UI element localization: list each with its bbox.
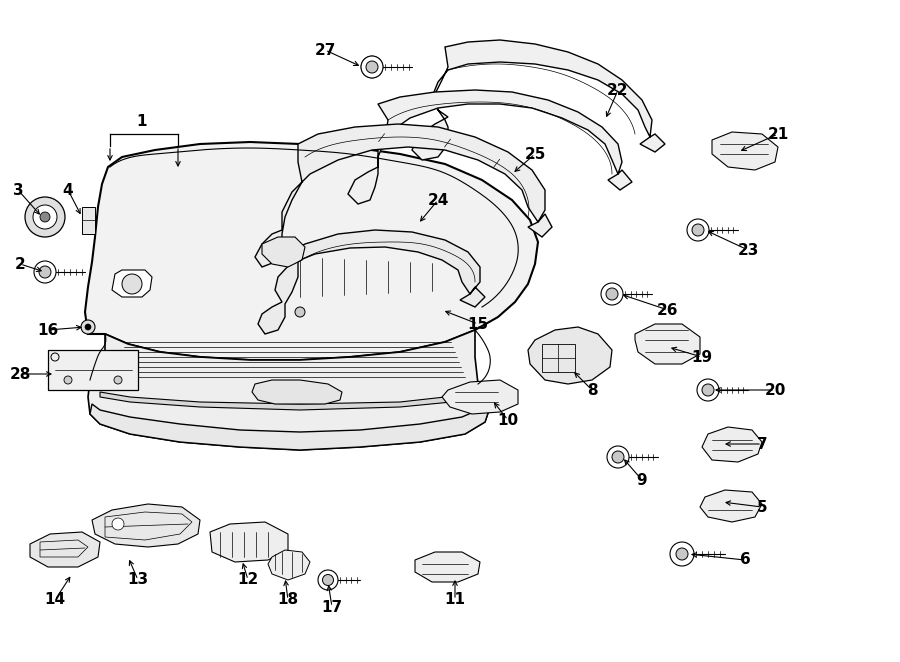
Text: 27: 27 <box>314 42 336 58</box>
Text: 28: 28 <box>9 367 31 381</box>
Text: 7: 7 <box>757 436 768 451</box>
Circle shape <box>361 56 382 78</box>
Text: 23: 23 <box>737 242 759 258</box>
Polygon shape <box>268 550 310 580</box>
Polygon shape <box>700 490 762 522</box>
Text: 17: 17 <box>321 600 343 614</box>
Polygon shape <box>412 40 665 160</box>
Text: 10: 10 <box>498 412 518 428</box>
Text: 3: 3 <box>13 183 23 197</box>
Circle shape <box>702 384 714 396</box>
Circle shape <box>601 283 623 305</box>
Polygon shape <box>88 330 490 450</box>
Polygon shape <box>48 350 138 390</box>
Text: 21: 21 <box>768 126 788 142</box>
Circle shape <box>606 288 618 300</box>
Polygon shape <box>92 504 200 547</box>
Circle shape <box>85 324 91 330</box>
Text: 2: 2 <box>14 256 25 271</box>
Text: 26: 26 <box>657 303 679 318</box>
Polygon shape <box>210 522 288 562</box>
Circle shape <box>612 451 624 463</box>
Text: 19: 19 <box>691 350 713 365</box>
Circle shape <box>122 274 142 294</box>
Polygon shape <box>30 532 100 567</box>
Circle shape <box>39 266 51 278</box>
Polygon shape <box>348 90 632 204</box>
Circle shape <box>322 575 334 585</box>
Polygon shape <box>100 390 488 410</box>
Text: 15: 15 <box>467 316 489 332</box>
Text: 25: 25 <box>525 146 545 162</box>
Text: 16: 16 <box>38 322 58 338</box>
Text: 11: 11 <box>445 592 465 608</box>
Polygon shape <box>528 327 612 384</box>
Circle shape <box>114 376 122 384</box>
Circle shape <box>676 548 688 560</box>
Circle shape <box>112 518 124 530</box>
Circle shape <box>25 197 65 237</box>
Text: 13: 13 <box>128 573 148 587</box>
Circle shape <box>295 307 305 317</box>
Text: 8: 8 <box>587 383 598 397</box>
Circle shape <box>318 570 338 590</box>
Circle shape <box>34 261 56 283</box>
Text: 6: 6 <box>740 553 751 567</box>
Circle shape <box>366 61 378 73</box>
Circle shape <box>33 205 57 229</box>
Polygon shape <box>635 324 700 364</box>
Polygon shape <box>82 207 95 234</box>
Text: 24: 24 <box>428 193 449 207</box>
Text: 5: 5 <box>757 500 768 514</box>
Circle shape <box>361 56 383 78</box>
Polygon shape <box>262 237 305 267</box>
Text: 1: 1 <box>137 114 148 129</box>
Polygon shape <box>90 404 490 450</box>
Polygon shape <box>258 230 485 334</box>
Polygon shape <box>415 552 480 582</box>
Polygon shape <box>442 380 518 414</box>
Text: 4: 4 <box>63 183 73 197</box>
Circle shape <box>64 376 72 384</box>
Circle shape <box>697 379 719 401</box>
Polygon shape <box>702 427 762 462</box>
Polygon shape <box>255 124 552 267</box>
Circle shape <box>607 446 629 468</box>
Text: 18: 18 <box>277 592 299 608</box>
Polygon shape <box>712 132 778 170</box>
Polygon shape <box>85 142 538 360</box>
Text: 14: 14 <box>44 592 66 608</box>
Circle shape <box>687 219 709 241</box>
Polygon shape <box>112 270 152 297</box>
Text: 22: 22 <box>608 83 629 97</box>
Circle shape <box>81 320 95 334</box>
Text: 9: 9 <box>636 473 647 487</box>
Text: 20: 20 <box>764 383 786 397</box>
Polygon shape <box>252 380 342 404</box>
Circle shape <box>40 212 50 222</box>
Circle shape <box>670 542 694 566</box>
Circle shape <box>366 61 378 73</box>
Text: 12: 12 <box>238 573 258 587</box>
Circle shape <box>692 224 704 236</box>
